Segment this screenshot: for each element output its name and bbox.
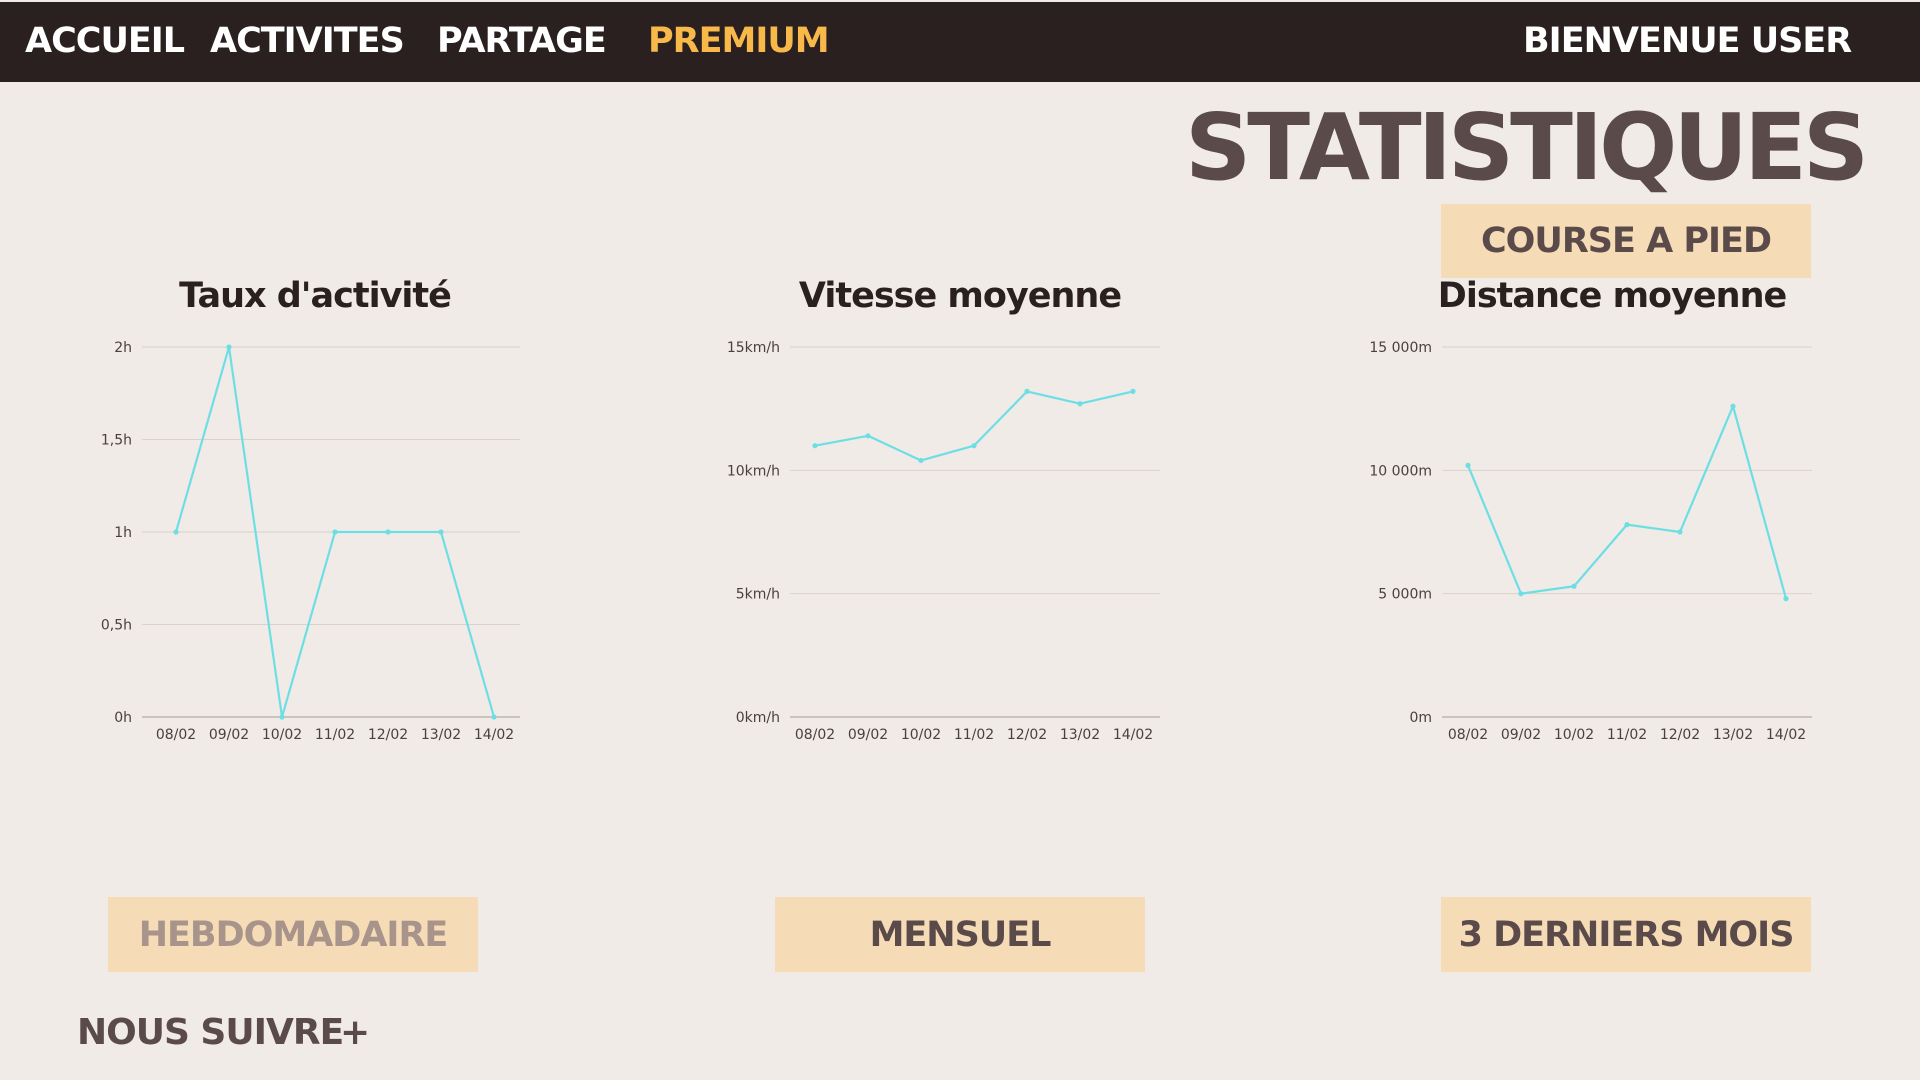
activity-filter-button[interactable]: COURSE A PIED	[1441, 204, 1811, 278]
data-point	[918, 457, 924, 464]
follow-us-label: NOUS SUIVRE	[77, 1012, 344, 1053]
data-point	[1624, 522, 1630, 528]
x-tick-label: 09/02	[209, 727, 249, 743]
series-line	[814, 390, 1134, 462]
x-tick-label: 12/02	[1007, 727, 1047, 743]
nav-item-accueil[interactable]: ACCUEIL	[25, 21, 185, 61]
y-tick-label: 0h	[114, 710, 132, 726]
data-point	[438, 529, 444, 535]
chart-title-average-speed: Vitesse moyenne	[798, 276, 1122, 316]
y-tick-label: 10km/h	[727, 463, 780, 479]
data-point	[1783, 596, 1789, 602]
x-tick-label: 08/02	[795, 727, 835, 743]
x-tick-label: 13/02	[1713, 727, 1753, 743]
y-tick-label: 2h	[114, 340, 132, 356]
nav-item-premium[interactable]: PREMIUM	[648, 21, 830, 61]
activity-rate-chart: 0h 0,5h 1h 1,5h 2h 08/02 09/02 10/02 11/02 12/02 1…	[101, 340, 520, 743]
data-point	[173, 529, 179, 535]
y-tick-label: 1h	[114, 525, 132, 541]
data-point	[1730, 403, 1736, 409]
period-monthly-label: MENSUEL	[869, 914, 1052, 955]
period-3-months-button[interactable]: 3 DERNIERS MOIS	[1441, 897, 1811, 972]
x-tick-label: 10/02	[262, 727, 302, 743]
y-tick-label: 5 000m	[1378, 587, 1432, 603]
data-point	[1130, 388, 1136, 394]
x-tick-label: 14/02	[1766, 727, 1806, 743]
series-line	[1466, 405, 1788, 599]
x-tick-label: 12/02	[1660, 727, 1700, 743]
y-tick-label: 1,5h	[101, 433, 132, 449]
x-tick-label: 13/02	[1060, 727, 1100, 743]
nav-item-partage[interactable]: PARTAGE	[437, 21, 607, 61]
y-tick-label: 15km/h	[727, 340, 780, 356]
x-tick-label: 14/02	[1113, 727, 1153, 743]
data-point	[1677, 529, 1683, 535]
data-point	[1518, 591, 1524, 597]
data-point	[226, 344, 232, 350]
data-point	[971, 443, 977, 449]
y-tick-label: 10 000m	[1369, 463, 1432, 479]
data-point	[385, 529, 391, 535]
data-point	[865, 433, 871, 439]
y-tick-label: 5km/h	[736, 587, 780, 603]
data-point	[491, 714, 497, 720]
x-tick-label: 09/02	[848, 727, 888, 743]
average-distance-chart: 0m 5 000m 10 000m 15 000m 08/02 09/02 10/02 11/…	[1369, 340, 1812, 743]
average-speed-chart: 0km/h 5km/h 10km/h 15km/h 08/02 09/02 10/02 11/…	[727, 340, 1160, 743]
x-tick-label: 10/02	[1554, 727, 1594, 743]
top-nav-bar: ACCUEIL ACTIVITES PARTAGE PREMIUM BIENVE…	[0, 2, 1920, 82]
y-tick-label: 0,5h	[101, 618, 132, 634]
chart-title-activity-rate: Taux d'activité	[179, 276, 452, 316]
y-tick-label: 0m	[1409, 710, 1432, 726]
y-tick-label: 0km/h	[736, 710, 780, 726]
period-3-months-label: 3 DERNIERS MOIS	[1458, 914, 1795, 955]
data-point	[1024, 388, 1030, 394]
data-point	[332, 529, 338, 535]
x-tick-label: 09/02	[1501, 727, 1541, 743]
x-tick-label: 11/02	[954, 727, 994, 743]
period-weekly-label: HEBDOMADAIRE	[138, 914, 449, 955]
x-tick-label: 11/02	[315, 727, 355, 743]
data-point	[812, 443, 818, 449]
x-tick-label: 10/02	[901, 727, 941, 743]
page-title: STATISTIQUES	[1185, 94, 1869, 201]
x-tick-label: 11/02	[1607, 727, 1647, 743]
x-tick-label: 08/02	[156, 727, 196, 743]
data-point	[279, 714, 285, 720]
x-tick-label: 13/02	[421, 727, 461, 743]
activity-filter-label: COURSE A PIED	[1480, 221, 1772, 261]
chart-title-average-distance: Distance moyenne	[1437, 276, 1787, 316]
y-tick-label: 15 000m	[1369, 340, 1432, 356]
follow-us-plus-icon[interactable]: +	[340, 1012, 371, 1053]
period-weekly-button[interactable]: HEBDOMADAIRE	[108, 897, 478, 972]
nav-item-activites[interactable]: ACTIVITES	[210, 21, 405, 61]
welcome-user-text: BIENVENUE USER	[1523, 21, 1852, 61]
period-monthly-button[interactable]: MENSUEL	[775, 897, 1145, 972]
data-point	[1077, 401, 1083, 407]
x-tick-label: 12/02	[368, 727, 408, 743]
x-tick-label: 14/02	[474, 727, 514, 743]
data-point	[1571, 583, 1577, 589]
data-point	[1465, 462, 1471, 468]
x-tick-label: 08/02	[1448, 727, 1488, 743]
